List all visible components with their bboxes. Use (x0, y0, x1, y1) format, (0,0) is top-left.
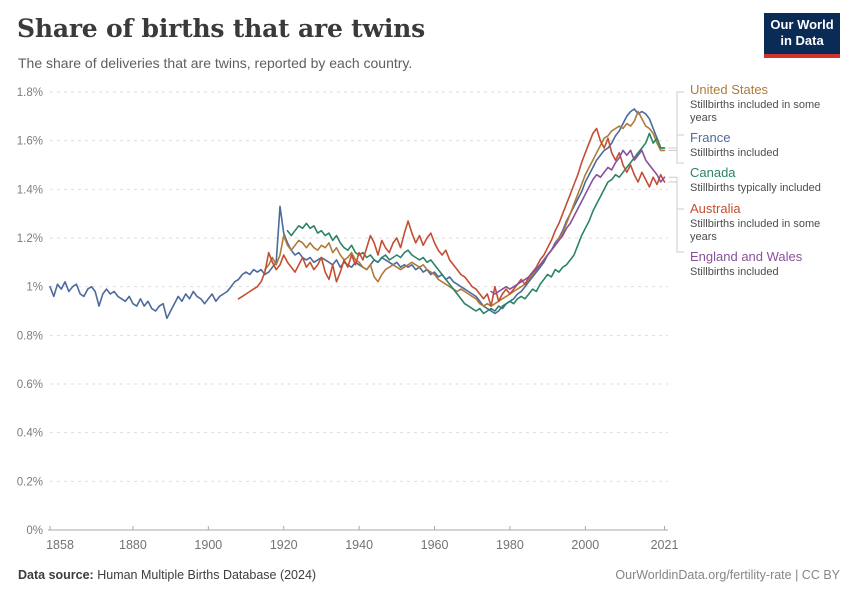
owid-logo-line1: Our World (770, 17, 834, 32)
y-axis-tick-label: 0.4% (17, 428, 43, 440)
x-axis-tick-label: 1858 (46, 538, 74, 552)
legend-item-canada: Canada Stillbirths typically included (690, 165, 848, 195)
x-axis-tick-label: 1900 (194, 538, 222, 552)
owid-logo-line2: in Data (780, 33, 824, 49)
legend-label-united-states[interactable]: United States (690, 82, 769, 97)
y-axis-tick-label: 1.4% (17, 184, 43, 196)
chart-footer: Data source: Human Multiple Births Datab… (0, 566, 850, 590)
legend-label-france[interactable]: France (690, 130, 731, 146)
chart-legend: United States Stillbirths included in so… (690, 82, 848, 285)
page-subtitle: The share of deliveries that are twins, … (18, 55, 413, 71)
legend-note-united-states: Stillbirths included in some years (690, 98, 821, 125)
x-axis-tick-label: 1940 (345, 538, 373, 552)
page-title: Share of births that are twins (17, 14, 425, 43)
x-axis-tick-label: 2000 (571, 538, 599, 552)
series-line-canada (286, 132, 666, 315)
x-axis-tick-label: 1960 (421, 538, 449, 552)
data-source-label: Data source: (18, 568, 94, 582)
legend-label-australia[interactable]: Australia (690, 200, 741, 216)
legend-connector-united-states (668, 91, 684, 151)
x-axis-tick-label: 1880 (119, 538, 147, 552)
series-line-australia (237, 127, 666, 307)
legend-label-canada[interactable]: Canada (690, 165, 736, 181)
y-axis-tick-label: 1.8% (17, 87, 43, 99)
series-line-france (49, 108, 666, 320)
x-axis-tick-label: 1920 (270, 538, 298, 552)
legend-note-england-and-wales: Stillbirths included (690, 265, 779, 278)
legend-note-australia: Stillbirths included in some years (690, 217, 821, 243)
legend-label-england-and-wales[interactable]: England and Wales (690, 248, 803, 264)
y-axis-tick-label: 0% (26, 525, 43, 537)
series-line-england-and-wales (490, 149, 666, 295)
x-axis-tick-label: 1980 (496, 538, 524, 552)
legend-connector-england-and-wales (668, 176, 684, 253)
legend-connector-france (668, 134, 684, 149)
y-axis-tick-label: 1% (26, 282, 43, 294)
owid-logo: Our World in Data (764, 13, 840, 58)
legend-item-australia: Australia Stillbirths included in some y… (690, 200, 848, 244)
legend-item-england-and-wales: England and Wales Stillbirths included (690, 248, 848, 279)
data-source-value: Human Multiple Births Database (2024) (97, 568, 317, 582)
y-axis-tick-label: 1.2% (17, 233, 43, 245)
legend-item-france: France Stillbirths included (690, 130, 848, 160)
data-source-text: Data source: Human Multiple Births Datab… (18, 568, 316, 582)
legend-connector-canada (668, 147, 684, 164)
legend-item-united-states: United States Stillbirths included in so… (690, 82, 848, 125)
legend-note-canada: Stillbirths typically included (690, 182, 821, 195)
legend-connector-australia (668, 181, 684, 210)
legend-note-france: Stillbirths included (690, 147, 779, 160)
y-axis-tick-label: 1.6% (17, 136, 43, 148)
x-axis-tick-label: 2021 (651, 538, 679, 552)
y-axis-tick-label: 0.2% (17, 476, 43, 488)
series-line-united-states (264, 110, 666, 307)
y-axis-tick-label: 0.8% (17, 330, 43, 342)
y-axis-tick-label: 0.6% (17, 379, 43, 391)
attribution-text: OurWorldinData.org/fertility-rate | CC B… (615, 568, 840, 582)
